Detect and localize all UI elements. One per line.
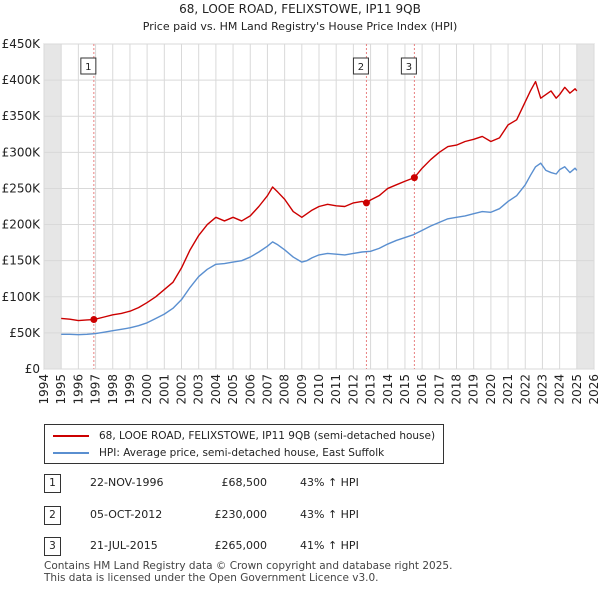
legend-item-hpi: HPI: Average price, semi-detached house,… bbox=[53, 445, 384, 461]
transaction-number: 2 bbox=[44, 506, 61, 525]
x-tick-label: 2009 bbox=[295, 374, 309, 405]
y-tick-label: £0 bbox=[25, 362, 40, 376]
y-tick-label: £400K bbox=[2, 73, 42, 87]
series-line bbox=[61, 162, 578, 336]
chart-subtitle: Price paid vs. HM Land Registry's House … bbox=[143, 20, 458, 33]
footer-licence: This data is licensed under the Open Gov… bbox=[44, 571, 379, 584]
x-tick-label: 2026 bbox=[587, 374, 600, 405]
x-tick-label: 2006 bbox=[243, 374, 257, 405]
x-tick-label: 2015 bbox=[398, 374, 412, 405]
sale-labels: 1 2 3 bbox=[80, 57, 417, 75]
x-tick-label: 2001 bbox=[157, 374, 171, 405]
sale-point bbox=[362, 199, 370, 207]
sale-label: 1 bbox=[85, 62, 91, 73]
transaction-date: 22-NOV-1996 bbox=[90, 476, 164, 489]
legend-swatch-hpi bbox=[53, 452, 89, 454]
x-tick-label: 2024 bbox=[553, 374, 567, 405]
x-tick-label: 2014 bbox=[381, 374, 395, 405]
sale-label-box bbox=[400, 57, 417, 75]
x-tick-label: 2023 bbox=[535, 374, 549, 405]
x-tick-label: 2002 bbox=[175, 374, 189, 405]
x-tick-label: 2018 bbox=[450, 374, 464, 405]
legend: 68, LOOE ROAD, FELIXSTOWE, IP11 9QB (sem… bbox=[44, 424, 444, 464]
sale-point bbox=[90, 316, 98, 324]
x-tick-label: 2007 bbox=[260, 374, 274, 405]
x-tick-label: 1994 bbox=[37, 374, 51, 405]
transaction-hpi: 41% ↑ HPI bbox=[300, 539, 359, 552]
sale-point bbox=[410, 174, 418, 182]
y-tick-label: £100K bbox=[2, 290, 42, 304]
x-tick-label: 2017 bbox=[432, 374, 446, 405]
footer: Contains HM Land Registry data © Crown c… bbox=[44, 560, 453, 584]
x-tick-label: 2019 bbox=[467, 374, 481, 405]
series-line bbox=[61, 80, 578, 322]
x-tick-label: 2013 bbox=[364, 374, 378, 405]
sale-label-box bbox=[80, 57, 97, 75]
y-tick-label: £200K bbox=[2, 218, 42, 232]
shaded-range bbox=[44, 44, 62, 369]
transaction-price: £68,500 bbox=[221, 476, 268, 489]
sale-label-box bbox=[352, 57, 369, 75]
chart-title: 68, LOOE ROAD, FELIXSTOWE, IP11 9QB bbox=[179, 2, 421, 16]
sale-label: 2 bbox=[358, 62, 364, 73]
y-tick-label: £50K bbox=[9, 326, 41, 340]
x-tick-label: 2000 bbox=[140, 374, 154, 405]
transaction-number: 3 bbox=[44, 537, 61, 556]
x-tick-label: 2003 bbox=[192, 374, 206, 405]
x-tick-label: 1998 bbox=[106, 374, 120, 405]
x-tick-label: 2021 bbox=[501, 374, 515, 405]
transaction-number: 1 bbox=[44, 474, 61, 493]
transaction-hpi: 43% ↑ HPI bbox=[300, 508, 359, 521]
x-tick-label: 2008 bbox=[278, 374, 292, 405]
footer-copyright: Contains HM Land Registry data © Crown c… bbox=[44, 560, 453, 572]
y-tick-label: £300K bbox=[2, 145, 42, 159]
legend-label-hpi: HPI: Average price, semi-detached house,… bbox=[99, 447, 385, 459]
x-tick-label: 2011 bbox=[329, 374, 343, 405]
x-tick-label: 2012 bbox=[346, 374, 360, 405]
x-tick-label: 1999 bbox=[123, 374, 137, 405]
x-tick-label: 2016 bbox=[415, 374, 429, 405]
transaction-price: £230,000 bbox=[214, 508, 268, 521]
x-tick-label: 2010 bbox=[312, 374, 326, 405]
y-tick-label: £150K bbox=[2, 254, 42, 268]
y-tick-label: £450K bbox=[2, 37, 42, 51]
shaded-range bbox=[576, 44, 594, 369]
y-axis: £0 £50K £100K £150K £200K £250K £300K £350K £400… bbox=[2, 37, 42, 376]
x-axis: 1994 1995 1996 1997 1998 1999 2000 2001 2002 2003… bbox=[37, 374, 600, 405]
transaction-date: 21-JUL-2015 bbox=[90, 539, 158, 552]
x-tick-label: 1995 bbox=[54, 374, 68, 405]
sale-label: 3 bbox=[406, 62, 412, 73]
transaction-price: £265,000 bbox=[214, 539, 268, 552]
transaction-hpi: 43% ↑ HPI bbox=[300, 476, 359, 489]
x-tick-label: 2020 bbox=[484, 374, 498, 405]
series-lines bbox=[61, 80, 578, 336]
x-tick-label: 2025 bbox=[570, 374, 584, 405]
y-tick-label: £350K bbox=[2, 109, 42, 123]
y-tick-label: £250K bbox=[2, 181, 42, 195]
x-tick-label: 2005 bbox=[226, 374, 240, 405]
legend-item-property: 68, LOOE ROAD, FELIXSTOWE, IP11 9QB (sem… bbox=[53, 428, 435, 444]
legend-label-property: 68, LOOE ROAD, FELIXSTOWE, IP11 9QB (sem… bbox=[99, 430, 436, 442]
legend-swatch-property bbox=[53, 435, 89, 437]
x-tick-label: 2022 bbox=[518, 374, 532, 405]
price-chart: 68, LOOE ROAD, FELIXSTOWE, IP11 9QB Pric… bbox=[2, 2, 600, 405]
x-tick-label: 1997 bbox=[89, 374, 103, 405]
x-tick-label: 2004 bbox=[209, 374, 223, 405]
transaction-date: 05-OCT-2012 bbox=[90, 508, 163, 521]
x-tick-label: 1996 bbox=[71, 374, 85, 405]
sale-points bbox=[90, 174, 418, 324]
